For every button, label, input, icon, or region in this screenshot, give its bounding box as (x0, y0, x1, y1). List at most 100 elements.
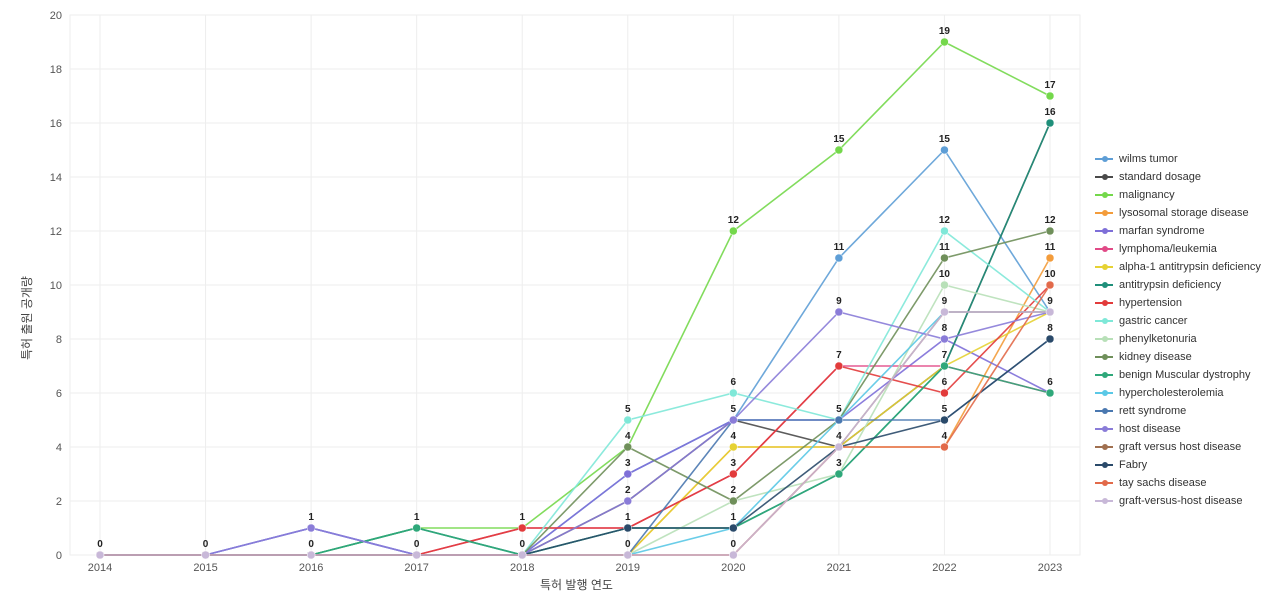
legend-item[interactable]: kidney disease (1095, 348, 1261, 366)
legend-label: benign Muscular dystrophy (1119, 369, 1250, 381)
svg-text:2023: 2023 (1038, 562, 1062, 574)
svg-text:16: 16 (1044, 107, 1056, 118)
svg-text:10: 10 (50, 280, 62, 292)
legend-item[interactable]: lysosomal storage disease (1095, 204, 1261, 222)
legend-item[interactable]: tay sachs disease (1095, 474, 1261, 492)
chart-container: 0246810121416182020142015201620172018201… (0, 0, 1280, 600)
svg-text:1: 1 (731, 512, 737, 523)
svg-text:11: 11 (834, 242, 845, 253)
x-axis-title: 특허 발행 연도 (540, 576, 613, 593)
svg-text:8: 8 (942, 323, 948, 334)
legend-item[interactable]: benign Muscular dystrophy (1095, 366, 1261, 384)
legend-swatch (1095, 338, 1113, 340)
legend-item[interactable]: graft versus host disease (1095, 438, 1261, 456)
legend-swatch (1095, 266, 1113, 268)
svg-text:0: 0 (308, 539, 314, 550)
svg-text:1: 1 (625, 512, 631, 523)
legend-label: wilms tumor (1119, 153, 1178, 165)
legend-swatch (1095, 230, 1113, 232)
legend-label: lymphoma/leukemia (1119, 243, 1217, 255)
legend-item[interactable]: malignancy (1095, 186, 1261, 204)
line-chart: 0246810121416182020142015201620172018201… (0, 0, 1280, 600)
svg-text:2021: 2021 (827, 562, 851, 574)
svg-text:0: 0 (414, 539, 420, 550)
svg-text:18: 18 (50, 64, 62, 76)
legend-label: graft versus host disease (1119, 441, 1241, 453)
svg-text:17: 17 (1044, 80, 1056, 91)
svg-text:10: 10 (939, 269, 951, 280)
legend-item[interactable]: lymphoma/leukemia (1095, 240, 1261, 258)
legend-label: standard dosage (1119, 171, 1201, 183)
legend-swatch (1095, 428, 1113, 430)
svg-text:0: 0 (625, 539, 631, 550)
svg-text:7: 7 (942, 350, 948, 361)
svg-text:19: 19 (939, 26, 951, 37)
svg-text:5: 5 (625, 404, 631, 415)
svg-text:4: 4 (625, 431, 631, 442)
svg-text:3: 3 (625, 458, 631, 469)
legend-item[interactable]: rett syndrome (1095, 402, 1261, 420)
legend-swatch (1095, 158, 1113, 160)
legend-item[interactable]: wilms tumor (1095, 150, 1261, 168)
svg-text:6: 6 (56, 388, 62, 400)
legend-label: graft-versus-host disease (1119, 495, 1243, 507)
svg-text:9: 9 (1047, 296, 1053, 307)
svg-text:0: 0 (56, 550, 62, 562)
svg-text:15: 15 (939, 134, 951, 145)
legend-item[interactable]: gastric cancer (1095, 312, 1261, 330)
legend-item[interactable]: standard dosage (1095, 168, 1261, 186)
legend-label: phenylketonuria (1119, 333, 1197, 345)
svg-text:12: 12 (1044, 215, 1056, 226)
svg-text:8: 8 (56, 334, 62, 346)
svg-text:2015: 2015 (193, 562, 217, 574)
svg-text:11: 11 (1045, 242, 1056, 253)
legend-swatch (1095, 446, 1113, 448)
legend-swatch (1095, 284, 1113, 286)
svg-text:4: 4 (731, 431, 737, 442)
legend-item[interactable]: antitrypsin deficiency (1095, 276, 1261, 294)
y-axis-title: 특허 출원 공개량 (18, 276, 35, 360)
legend-label: alpha-1 antitrypsin deficiency (1119, 261, 1261, 273)
svg-text:10: 10 (1044, 269, 1056, 280)
svg-text:5: 5 (836, 404, 842, 415)
svg-text:9: 9 (942, 296, 948, 307)
legend-label: malignancy (1119, 189, 1175, 201)
legend-item[interactable]: graft-versus-host disease (1095, 492, 1261, 510)
svg-text:3: 3 (836, 458, 842, 469)
svg-text:3: 3 (731, 458, 737, 469)
svg-text:2018: 2018 (510, 562, 534, 574)
svg-text:16: 16 (50, 118, 62, 130)
svg-text:2019: 2019 (616, 562, 640, 574)
svg-text:9: 9 (836, 296, 842, 307)
legend-item[interactable]: alpha-1 antitrypsin deficiency (1095, 258, 1261, 276)
legend-label: gastric cancer (1119, 315, 1187, 327)
legend-swatch (1095, 176, 1113, 178)
legend-item[interactable]: Fabry (1095, 456, 1261, 474)
legend-swatch (1095, 302, 1113, 304)
legend-label: antitrypsin deficiency (1119, 279, 1221, 291)
svg-text:2020: 2020 (721, 562, 745, 574)
legend-swatch (1095, 410, 1113, 412)
svg-text:0: 0 (203, 539, 209, 550)
legend-label: marfan syndrome (1119, 225, 1205, 237)
svg-text:2022: 2022 (932, 562, 956, 574)
svg-text:11: 11 (939, 242, 950, 253)
svg-text:4: 4 (836, 431, 842, 442)
legend-label: tay sachs disease (1119, 477, 1206, 489)
legend-item[interactable]: marfan syndrome (1095, 222, 1261, 240)
legend-swatch (1095, 356, 1113, 358)
svg-text:1: 1 (414, 512, 420, 523)
svg-text:5: 5 (942, 404, 948, 415)
svg-text:12: 12 (939, 215, 951, 226)
svg-text:6: 6 (942, 377, 948, 388)
legend-item[interactable]: host disease (1095, 420, 1261, 438)
legend-item[interactable]: hypercholesterolemia (1095, 384, 1261, 402)
svg-text:1: 1 (308, 512, 314, 523)
legend-swatch (1095, 374, 1113, 376)
svg-text:14: 14 (50, 172, 62, 184)
legend-item[interactable]: hypertension (1095, 294, 1261, 312)
legend-swatch (1095, 464, 1113, 466)
svg-text:8: 8 (1047, 323, 1053, 334)
legend-item[interactable]: phenylketonuria (1095, 330, 1261, 348)
svg-text:20: 20 (50, 10, 62, 22)
